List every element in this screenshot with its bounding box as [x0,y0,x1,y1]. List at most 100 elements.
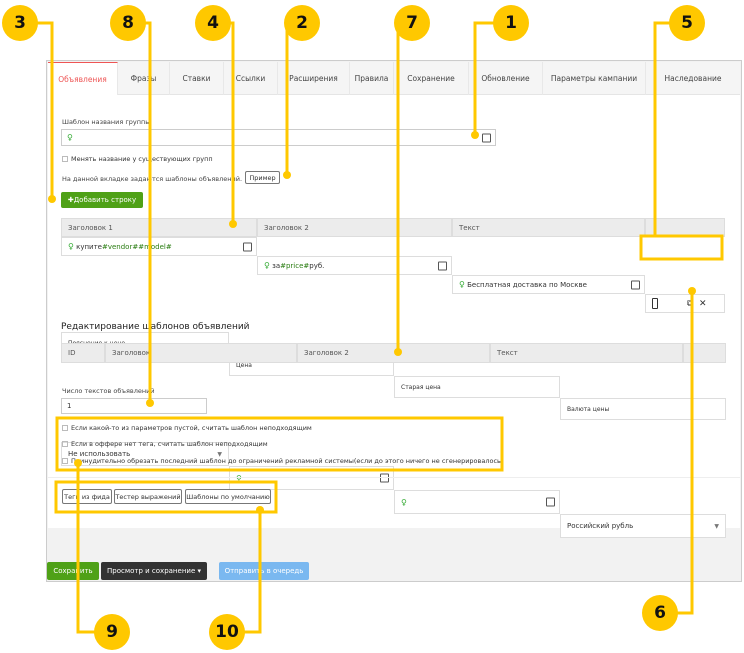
tab-phrases[interactable]: Фразы [118,62,170,95]
old-price-input[interactable]: ♀ [394,490,560,514]
callout-dot [283,171,291,179]
currency-select[interactable]: Российский рубль ▼ [560,514,726,538]
callout-line-5 [653,21,687,236]
callout-box-9 [55,416,504,472]
callout-line-7 [396,21,412,352]
edit-header-text: Текст [490,343,683,363]
add-row-label: Добавить строку [73,196,137,204]
edit-icon[interactable] [546,497,555,507]
preview-save-button[interactable]: Просмотр и сохранение ▾ [101,562,207,580]
callout-1: 1 [493,5,529,41]
tab-bar: Объявления Фразы Ставки Ссылки Расширени… [48,62,740,95]
currency-value: Российский рубль [567,522,634,530]
tab-saving[interactable]: Сохранение [394,62,469,95]
text-cell[interactable]: ♀ Бесплатная доставка по Москве [452,275,645,294]
text-value: Бесплатная доставка по Москве [467,280,587,289]
header-title2: Заголовок 2 [257,218,452,237]
edit-icon[interactable] [631,280,640,289]
tab-campaign-params[interactable]: Параметры кампании [543,62,646,95]
callout-dot [48,195,56,203]
option-force-trim[interactable]: Принудительно обрезать последний шаблон … [62,457,503,465]
option-no-tag[interactable]: Если в оффере нет тега, считать шаблон н… [62,440,268,448]
bulb-icon: ♀ [459,280,465,289]
callout-3: 3 [2,5,38,41]
header-title1: Заголовок 1 [61,218,257,237]
option-empty-param[interactable]: Если какой-то из параметров пустой, счит… [62,424,312,432]
count-label: Число текстов объявлений [62,387,155,395]
callout-5: 5 [669,5,705,41]
rename-checkbox[interactable]: Менять название у существующих групп [62,155,213,163]
example-button[interactable]: Пример [245,171,280,184]
callout-dot [256,506,264,514]
callout-box-10 [54,480,278,514]
explanation-value: Не использовать [68,450,131,458]
mobile-icon[interactable] [652,298,658,309]
callout-line-2 [285,21,302,175]
callout-dot [394,348,402,356]
chevron-down-icon: ▼ [217,450,222,458]
title1-cell[interactable]: ♀ купите #vendor##model# [61,237,257,256]
bulb-icon: ♀ [264,261,270,270]
option-label: Если какой-то из параметров пустой, счит… [71,424,312,432]
callout-2: 2 [284,5,320,41]
price-header-currency: Валюта цены [560,398,726,420]
edit-icon[interactable] [380,473,389,483]
title2-tag: #price# [280,261,310,270]
copy-icon[interactable]: ⧉ [687,298,694,309]
count-value: 1 [67,402,72,410]
tab-ads[interactable]: Объявления [48,62,118,95]
callout-line-9 [76,463,112,634]
callout-9: 9 [94,614,130,650]
edit-header-actions [683,343,726,363]
callout-dot [146,399,154,407]
count-input[interactable]: 1 [61,398,207,414]
callout-4: 4 [195,5,231,41]
close-icon[interactable]: ✕ [699,298,707,309]
expression-tester-button[interactable]: Тестер выражений [114,489,182,504]
edit-icon[interactable] [482,133,491,142]
title1-tag: #vendor##model# [101,242,172,251]
title2-text: за [272,261,281,270]
bulb-icon: ♀ [401,497,407,507]
chevron-down-icon: ▼ [714,522,719,530]
callout-7: 7 [394,5,430,41]
edit-section-title: Редактирование шаблонов объявлений [61,322,250,332]
title2-cell[interactable]: ♀ за #price# руб. [257,256,452,275]
title1-text: купите [76,242,102,251]
callout-8: 8 [110,5,146,41]
group-template-label: Шаблон названия группы [62,118,151,126]
bulb-icon: ♀ [68,242,74,251]
callout-dot [74,459,82,467]
tab-extensions[interactable]: Расширения [278,62,350,95]
option-label: Если в оффере нет тега, считать шаблон н… [71,440,268,448]
save-button[interactable]: Сохранить [47,562,99,580]
info-text: На данной вкладке задаются шаблоны объяв… [62,175,243,183]
callout-line-4 [213,21,235,224]
bulb-icon: ♀ [236,473,242,483]
queue-button[interactable]: Отправить в очередь [219,562,309,580]
option-label: Принудительно обрезать последний шаблон … [71,457,504,465]
edit-icon[interactable] [438,261,447,270]
actions-cell: ⧉ ✕ [645,294,725,313]
rename-label: Менять название у существующих групп [71,155,213,163]
group-template-input[interactable]: ♀ [61,129,496,146]
edit-icon[interactable] [243,242,252,251]
tab-bids[interactable]: Ставки [170,62,224,95]
tab-update[interactable]: Обновление [469,62,543,95]
feed-tags-button[interactable]: Теги из фида [62,489,112,504]
callout-10: 10 [209,614,245,650]
callout-line-8 [128,21,152,403]
bulb-icon: ♀ [67,133,73,142]
explanation-select[interactable]: Не использовать ▼ [61,442,229,466]
price-header-old: Старая цена [394,376,560,398]
add-row-button[interactable]: ✚ Добавить строку [61,192,143,208]
edit-header-title: Заголовок [105,343,297,363]
tab-inheritance[interactable]: Наследование [664,74,722,83]
default-templates-button[interactable]: Шаблоны по умолчанию [185,489,271,504]
title2-suffix: руб. [309,261,325,270]
tab-links[interactable]: Ссылки [224,62,278,95]
tab-rules[interactable]: Правила [350,62,394,95]
callout-dot [229,220,237,228]
callout-6: 6 [642,595,678,631]
